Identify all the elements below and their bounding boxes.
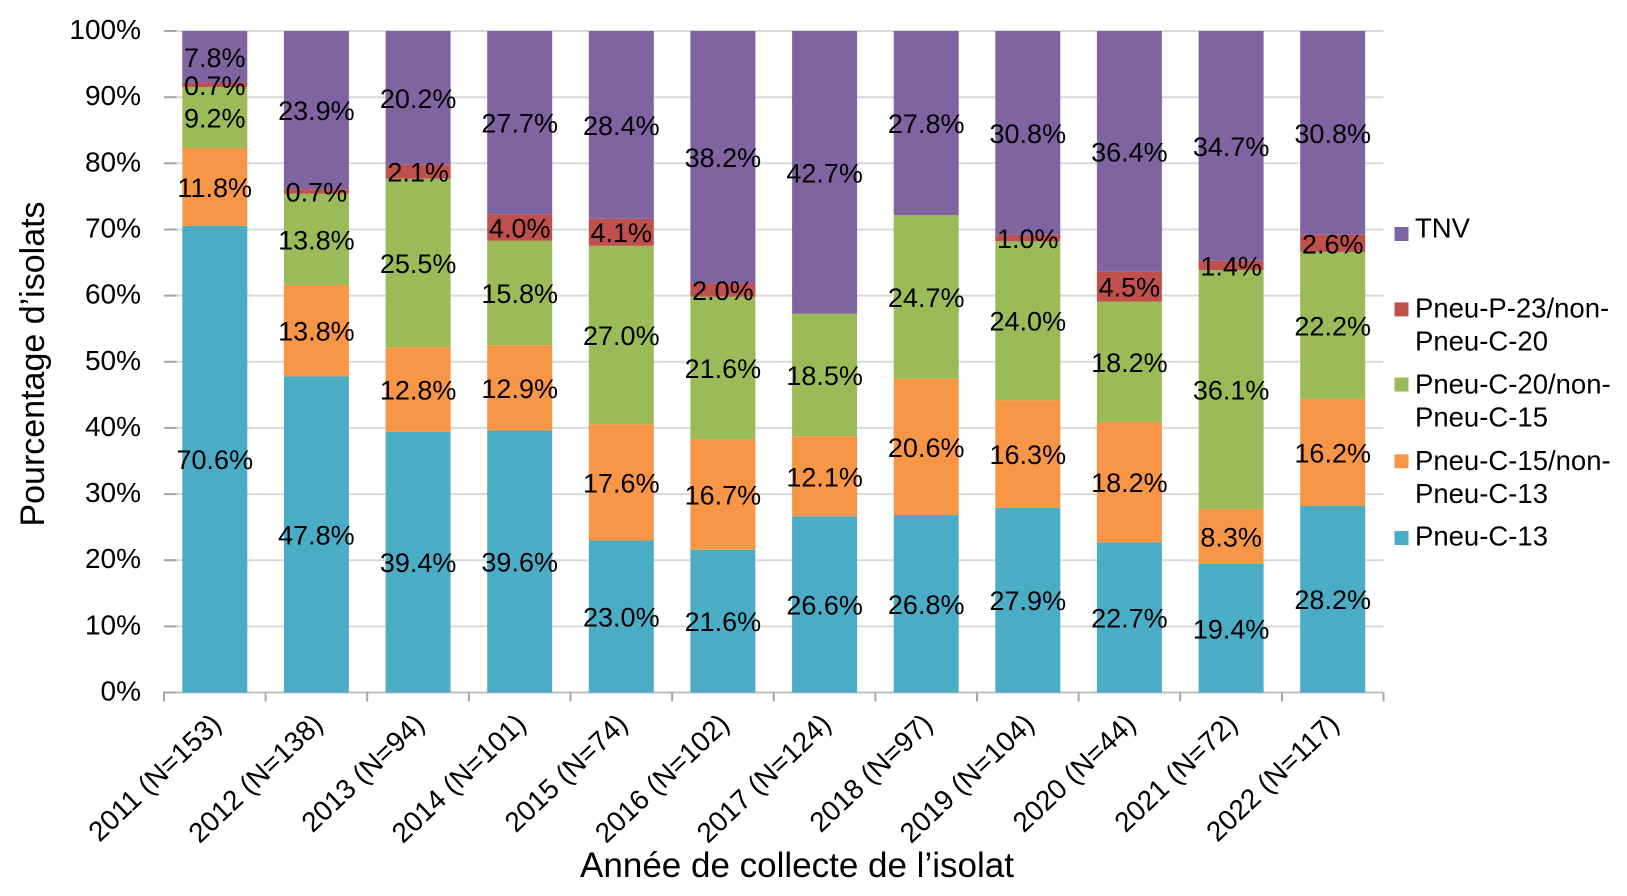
svg-text:60%: 60%	[85, 279, 141, 310]
svg-text:36.1%: 36.1%	[1193, 376, 1270, 406]
svg-text:16.3%: 16.3%	[990, 440, 1067, 470]
svg-text:1.0%: 1.0%	[997, 224, 1059, 254]
svg-text:26.8%: 26.8%	[888, 590, 965, 620]
svg-text:38.2%: 38.2%	[685, 143, 762, 173]
svg-text:2.1%: 2.1%	[387, 158, 449, 188]
svg-text:10%: 10%	[85, 609, 141, 640]
svg-text:1.4%: 1.4%	[1200, 251, 1262, 281]
svg-text:50%: 50%	[85, 345, 141, 376]
svg-text:70.6%: 70.6%	[177, 445, 254, 475]
svg-text:39.6%: 39.6%	[481, 548, 558, 578]
svg-text:47.8%: 47.8%	[278, 520, 355, 550]
svg-text:28.2%: 28.2%	[1294, 585, 1371, 615]
svg-text:20%: 20%	[85, 543, 141, 574]
svg-text:21.6%: 21.6%	[685, 607, 762, 637]
svg-text:22.2%: 22.2%	[1294, 311, 1371, 341]
svg-text:21.6%: 21.6%	[685, 354, 762, 384]
svg-text:Année de collecte de l’isolat: Année de collecte de l’isolat	[580, 846, 1014, 885]
svg-text:18.2%: 18.2%	[1091, 468, 1168, 498]
svg-text:70%: 70%	[85, 213, 141, 244]
svg-text:Pourcentage d’isolats: Pourcentage d’isolats	[14, 201, 52, 526]
svg-text:80%: 80%	[85, 146, 141, 177]
svg-text:34.7%: 34.7%	[1193, 132, 1270, 162]
svg-text:42.7%: 42.7%	[786, 158, 863, 188]
svg-text:23.9%: 23.9%	[278, 96, 355, 126]
svg-text:30.8%: 30.8%	[1294, 119, 1371, 149]
svg-text:11.8%: 11.8%	[178, 173, 253, 203]
svg-text:4.1%: 4.1%	[591, 218, 653, 248]
svg-text:4.0%: 4.0%	[489, 214, 551, 244]
svg-text:40%: 40%	[85, 411, 141, 442]
svg-text:9.2%: 9.2%	[184, 104, 246, 134]
svg-text:27.0%: 27.0%	[583, 321, 660, 351]
svg-text:90%: 90%	[85, 80, 141, 111]
svg-text:20.2%: 20.2%	[380, 84, 457, 114]
svg-text:Pneu-C-15: Pneu-C-15	[1415, 401, 1548, 432]
svg-text:2.0%: 2.0%	[692, 276, 754, 306]
svg-text:12.1%: 12.1%	[786, 462, 863, 492]
svg-text:TNV: TNV	[1415, 212, 1471, 243]
svg-text:20.6%: 20.6%	[888, 433, 965, 463]
svg-text:39.4%: 39.4%	[380, 548, 457, 578]
svg-text:0.7%: 0.7%	[286, 177, 348, 207]
svg-text:12.9%: 12.9%	[481, 374, 558, 404]
svg-text:16.2%: 16.2%	[1294, 438, 1371, 468]
svg-text:Pneu-C-13: Pneu-C-13	[1415, 521, 1548, 552]
svg-text:Pneu-C-20: Pneu-C-20	[1415, 325, 1548, 356]
svg-text:Pneu-P-23/non-: Pneu-P-23/non-	[1415, 292, 1609, 323]
svg-text:17.6%: 17.6%	[583, 468, 660, 498]
svg-text:18.2%: 18.2%	[1091, 348, 1168, 378]
svg-text:27.7%: 27.7%	[481, 109, 558, 139]
svg-text:2.6%: 2.6%	[1302, 229, 1364, 259]
svg-text:Pneu-C-13: Pneu-C-13	[1415, 478, 1548, 509]
svg-text:12.8%: 12.8%	[380, 376, 457, 406]
svg-text:13.8%: 13.8%	[278, 317, 355, 347]
svg-text:27.9%: 27.9%	[990, 586, 1067, 616]
svg-text:24.7%: 24.7%	[888, 283, 965, 313]
svg-text:Pneu-C-15/non-: Pneu-C-15/non-	[1415, 445, 1611, 476]
svg-text:26.6%: 26.6%	[786, 590, 863, 620]
svg-text:15.8%: 15.8%	[481, 279, 558, 309]
svg-text:8.3%: 8.3%	[1200, 523, 1262, 553]
svg-text:30%: 30%	[85, 477, 141, 508]
svg-text:0.7%: 0.7%	[184, 71, 246, 101]
svg-text:24.0%: 24.0%	[990, 307, 1067, 337]
svg-text:7.8%: 7.8%	[184, 43, 246, 73]
svg-text:4.5%: 4.5%	[1099, 273, 1161, 303]
svg-text:36.4%: 36.4%	[1091, 137, 1168, 167]
svg-text:16.7%: 16.7%	[685, 481, 762, 511]
svg-text:0%: 0%	[101, 676, 141, 707]
svg-text:30.8%: 30.8%	[990, 119, 1067, 149]
svg-text:25.5%: 25.5%	[380, 249, 457, 279]
svg-text:22.7%: 22.7%	[1091, 603, 1168, 633]
svg-text:Pneu-C-20/non-: Pneu-C-20/non-	[1415, 368, 1611, 399]
svg-text:28.4%: 28.4%	[583, 111, 660, 141]
svg-text:18.5%: 18.5%	[786, 361, 863, 391]
svg-text:19.4%: 19.4%	[1193, 614, 1270, 644]
svg-text:13.8%: 13.8%	[278, 225, 355, 255]
svg-text:23.0%: 23.0%	[583, 603, 660, 633]
svg-text:27.8%: 27.8%	[888, 109, 965, 139]
svg-text:100%: 100%	[69, 14, 141, 45]
